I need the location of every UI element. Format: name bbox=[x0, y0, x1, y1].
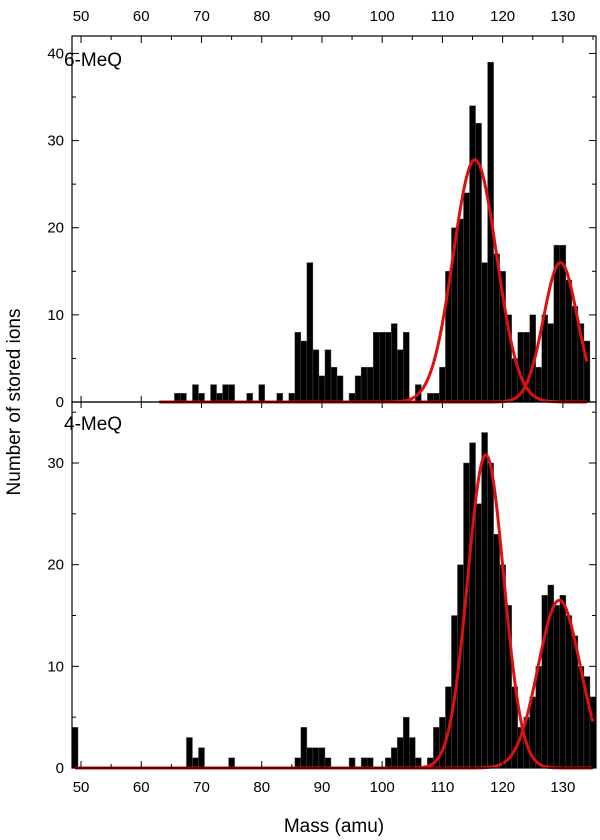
x-tick-label-top: 110 bbox=[430, 8, 454, 25]
panel-label: 6-MeQ bbox=[64, 50, 122, 71]
x-tick-label: 110 bbox=[430, 779, 454, 796]
histogram-bar bbox=[192, 384, 199, 403]
histogram-bar bbox=[463, 192, 470, 403]
histogram-bar bbox=[403, 332, 410, 403]
histogram-bar bbox=[481, 262, 488, 403]
histogram-bar bbox=[354, 375, 362, 403]
x-axis-title: Mass (amu) bbox=[284, 816, 384, 837]
x-tick-label-top: 70 bbox=[193, 8, 210, 25]
histogram-bar bbox=[391, 747, 398, 769]
y-tick-label: 30 bbox=[47, 455, 64, 472]
y-tick-label: 10 bbox=[47, 658, 64, 675]
histogram-bar bbox=[547, 323, 555, 403]
histogram-bar bbox=[565, 279, 573, 403]
x-tick-label: 80 bbox=[253, 779, 270, 796]
histogram-bar bbox=[391, 323, 398, 403]
y-tick-label: 40 bbox=[47, 45, 64, 62]
x-ticks: 50 50 60 60 70 70 80 80 90 90 100 100 110 110 120 120 13… bbox=[73, 8, 594, 796]
histogram-bar bbox=[397, 349, 404, 403]
x-tick-label-top: 100 bbox=[370, 8, 395, 25]
y-tick-label: 20 bbox=[47, 220, 64, 237]
histogram-bar bbox=[336, 375, 344, 403]
histogram-bar bbox=[397, 737, 404, 769]
histogram-bar bbox=[366, 366, 374, 403]
histogram-bar bbox=[378, 332, 386, 403]
histogram-bar bbox=[565, 615, 573, 769]
x-tick-label: 120 bbox=[490, 779, 515, 796]
x-tick-label: 130 bbox=[550, 779, 575, 796]
histogram-bar bbox=[487, 462, 494, 769]
histogram-bar bbox=[457, 218, 464, 403]
y-tick-label: 0 bbox=[56, 760, 64, 777]
bars-6-meq bbox=[174, 61, 591, 403]
histogram-bar bbox=[409, 737, 416, 769]
bars-4-meq bbox=[71, 432, 597, 769]
y-tick-label: 10 bbox=[47, 307, 64, 324]
histogram-bar bbox=[493, 533, 500, 769]
histogram-bar bbox=[294, 757, 302, 769]
panel-6-meq: 0 10 20 30 40 6-MeQ bbox=[47, 45, 596, 411]
histogram-bar bbox=[228, 384, 235, 403]
x-tick-label: 100 bbox=[370, 779, 395, 796]
x-tick-label: 50 bbox=[73, 779, 90, 796]
histogram-bar bbox=[372, 332, 380, 403]
x-tick-label: 60 bbox=[133, 779, 150, 796]
histogram-bar bbox=[535, 666, 542, 769]
x-tick-label-top: 80 bbox=[253, 8, 270, 25]
x-tick-label-top: 60 bbox=[133, 8, 150, 25]
histogram-bar bbox=[384, 332, 392, 403]
histogram-bar bbox=[300, 727, 308, 769]
histogram-bar bbox=[481, 432, 488, 769]
y-ticks-6-meq: 0 10 20 30 40 bbox=[47, 45, 596, 411]
histogram-bar bbox=[222, 384, 229, 403]
x-tick-label-top: 130 bbox=[550, 8, 575, 25]
histogram-bar bbox=[559, 594, 567, 769]
histogram-bar bbox=[384, 757, 392, 769]
y-tick-label: 20 bbox=[47, 557, 64, 574]
y-tick-label: 0 bbox=[56, 394, 64, 411]
histogram-bar bbox=[475, 503, 482, 769]
histogram-bar bbox=[324, 349, 332, 403]
plot-frame-bottom bbox=[71, 401, 597, 769]
panel-4-meq: 0 10 20 30 4-MeQ bbox=[47, 411, 597, 777]
histogram-bar bbox=[210, 384, 217, 403]
histogram-bar bbox=[186, 737, 193, 769]
histogram-bar bbox=[306, 747, 314, 769]
plot-frame-top bbox=[71, 35, 597, 403]
histogram-bar bbox=[192, 757, 199, 769]
histogram-bar bbox=[324, 757, 332, 769]
x-tick-label-top: 90 bbox=[314, 8, 331, 25]
histogram-bar bbox=[330, 366, 338, 403]
x-tick-label-top: 120 bbox=[490, 8, 515, 25]
histogram-bar bbox=[312, 349, 320, 403]
histogram-bar bbox=[360, 366, 368, 403]
histogram-bar bbox=[360, 757, 368, 769]
x-tick-label: 70 bbox=[193, 779, 210, 796]
x-tick-label-top: 50 bbox=[73, 8, 90, 25]
histogram-bar bbox=[71, 727, 79, 769]
histogram-bar bbox=[469, 105, 476, 403]
histogram-bar bbox=[553, 605, 561, 769]
histogram-bar bbox=[469, 442, 476, 769]
histogram-bar bbox=[294, 332, 302, 403]
histogram-bar bbox=[306, 262, 314, 403]
y-axis-title: Number of stored ions bbox=[4, 309, 25, 496]
y-tick-label: 30 bbox=[47, 133, 64, 150]
histogram-bar bbox=[312, 747, 320, 769]
panel-label: 4-MeQ bbox=[64, 414, 122, 435]
x-tick-label: 90 bbox=[314, 779, 331, 796]
histogram-bar bbox=[403, 716, 410, 769]
histogram-bar bbox=[300, 340, 308, 403]
histogram-bar bbox=[366, 757, 374, 769]
